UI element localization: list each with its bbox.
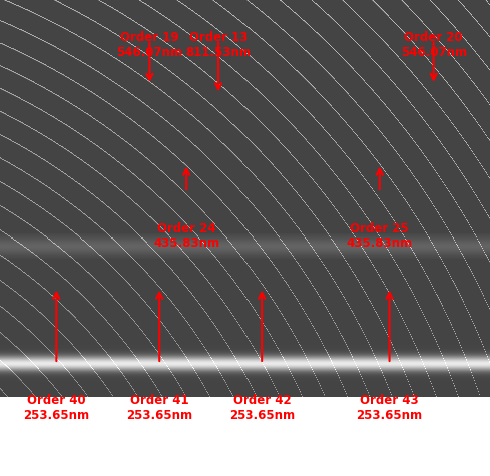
Text: Order 40
253.65nm: Order 40 253.65nm [24, 393, 89, 421]
Text: Order 42
253.65nm: Order 42 253.65nm [229, 393, 295, 421]
Text: Order 25
435.83nm: Order 25 435.83nm [347, 221, 413, 249]
Text: Order 20
546.07nm: Order 20 546.07nm [401, 31, 466, 59]
Text: Order 41
253.65nm: Order 41 253.65nm [126, 393, 192, 421]
Text: Order 19
546.07nm: Order 19 546.07nm [117, 31, 182, 59]
Text: Order 24
435.83nm: Order 24 435.83nm [153, 221, 219, 249]
Text: Order 43
253.65nm: Order 43 253.65nm [357, 393, 422, 421]
Text: Order 13
811.53nm: Order 13 811.53nm [185, 31, 251, 59]
